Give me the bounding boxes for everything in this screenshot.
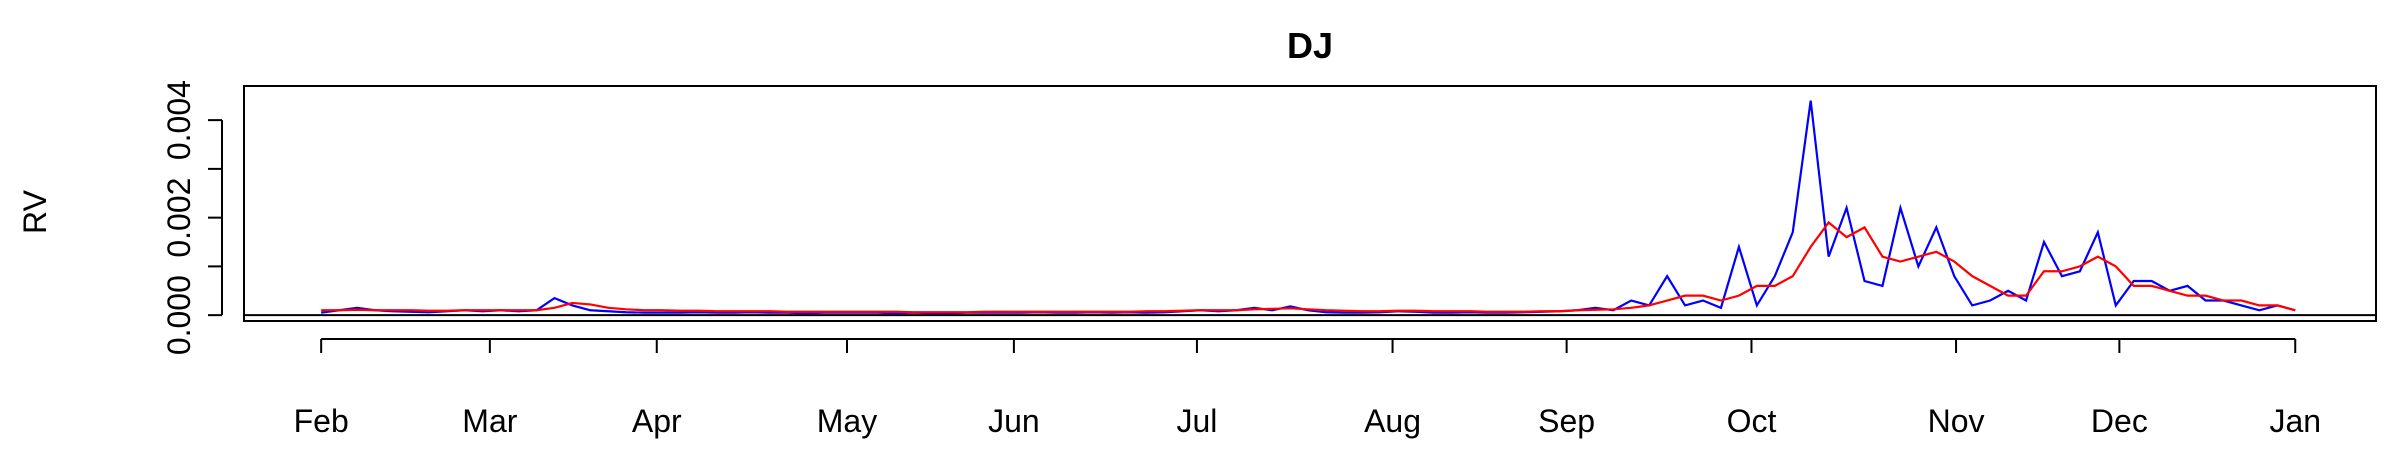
x-tick-label: Oct bbox=[1727, 403, 1777, 439]
x-tick-label: Jun bbox=[988, 403, 1040, 439]
x-tick-label: Aug bbox=[1364, 403, 1421, 439]
y-tick-label: 0.000 bbox=[161, 275, 197, 355]
x-tick-label: Jul bbox=[1176, 403, 1217, 439]
x-tick-label: May bbox=[817, 403, 877, 439]
plot-frame bbox=[243, 85, 2377, 322]
x-tick-label: Sep bbox=[1538, 403, 1595, 439]
series-line bbox=[321, 100, 2296, 315]
y-tick-label: 0.002 bbox=[161, 178, 197, 258]
x-tick-label: Jan bbox=[2269, 403, 2321, 439]
x-tick-label: Apr bbox=[632, 403, 682, 439]
series-line bbox=[321, 220, 2296, 314]
x-tick-label: Nov bbox=[1928, 403, 1985, 439]
y-axis-label: RV bbox=[17, 189, 53, 234]
chart-title: DJ bbox=[1287, 25, 1333, 66]
y-tick-label: 0.004 bbox=[161, 80, 197, 160]
x-tick-label: Mar bbox=[462, 403, 517, 439]
x-tick-label: Dec bbox=[2091, 403, 2148, 439]
x-tick-label: Feb bbox=[294, 403, 349, 439]
